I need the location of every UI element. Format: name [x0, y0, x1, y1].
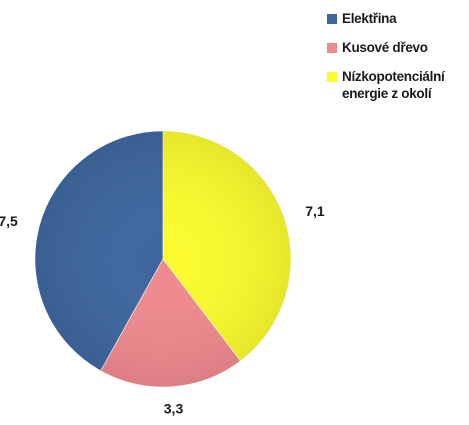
legend-label-elektrina: Elektřina [342, 11, 397, 26]
legend-item-elektrina: Elektřina [327, 10, 467, 27]
legend-item-kusove-drevo: Kusové dřevo [327, 39, 467, 56]
legend-swatch-elektrina [327, 14, 337, 24]
data-label-nizkopotencialni: 7,1 [305, 203, 325, 219]
legend-label-nizkopotencialni: Nízkopotenciální energie z okolí [342, 69, 445, 101]
legend-item-nizkopotencialni: Nízkopotenciální energie z okolí [327, 68, 467, 102]
legend-swatch-kusove-drevo [327, 43, 337, 53]
data-label-kusove-drevo: 3,3 [164, 401, 184, 417]
legend: Elektřina Kusové dřevo Nízkopotenciální … [327, 10, 467, 114]
legend-swatch-nizkopotencialni [327, 72, 337, 82]
legend-label-kusove-drevo: Kusové dřevo [342, 40, 428, 55]
data-label-elektrina: 7,5 [0, 213, 18, 229]
